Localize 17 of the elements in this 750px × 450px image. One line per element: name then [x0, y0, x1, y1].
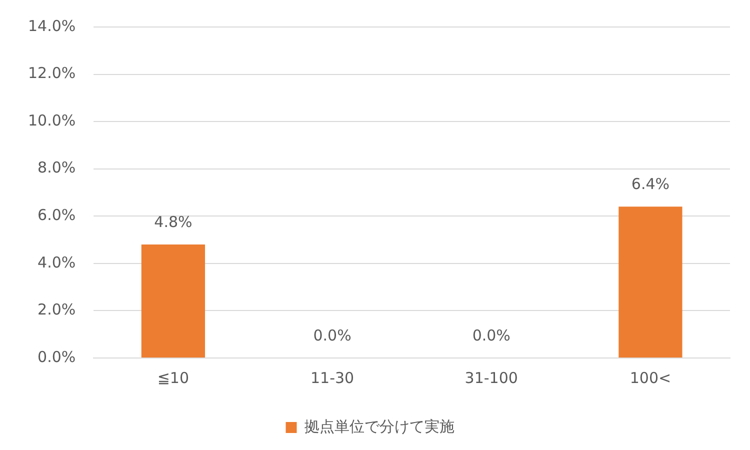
data-label: 4.8% [154, 212, 192, 231]
x-tick-label: 31-100 [464, 368, 518, 387]
y-tick-label: 4.0% [38, 253, 76, 272]
x-tick-label: 100< [630, 368, 672, 387]
y-tick-label: 12.0% [28, 64, 76, 82]
x-tick-label: 11-30 [310, 368, 354, 387]
data-label: 6.4% [631, 175, 670, 194]
y-tick-label: 6.0% [38, 206, 76, 224]
y-tick-label: 2.0% [38, 300, 76, 319]
y-tick-label: 10.0% [28, 111, 76, 130]
data-label: 0.0% [313, 326, 352, 344]
y-tick-label: 8.0% [38, 158, 76, 177]
x-tick-label: ≦10 [157, 368, 190, 387]
legend-label: 拠点単位で分けて実施 [304, 417, 454, 436]
data-label: 0.0% [472, 326, 510, 344]
y-tick-label: 14.0% [28, 16, 76, 35]
y-tick-label: 0.0% [38, 348, 76, 366]
